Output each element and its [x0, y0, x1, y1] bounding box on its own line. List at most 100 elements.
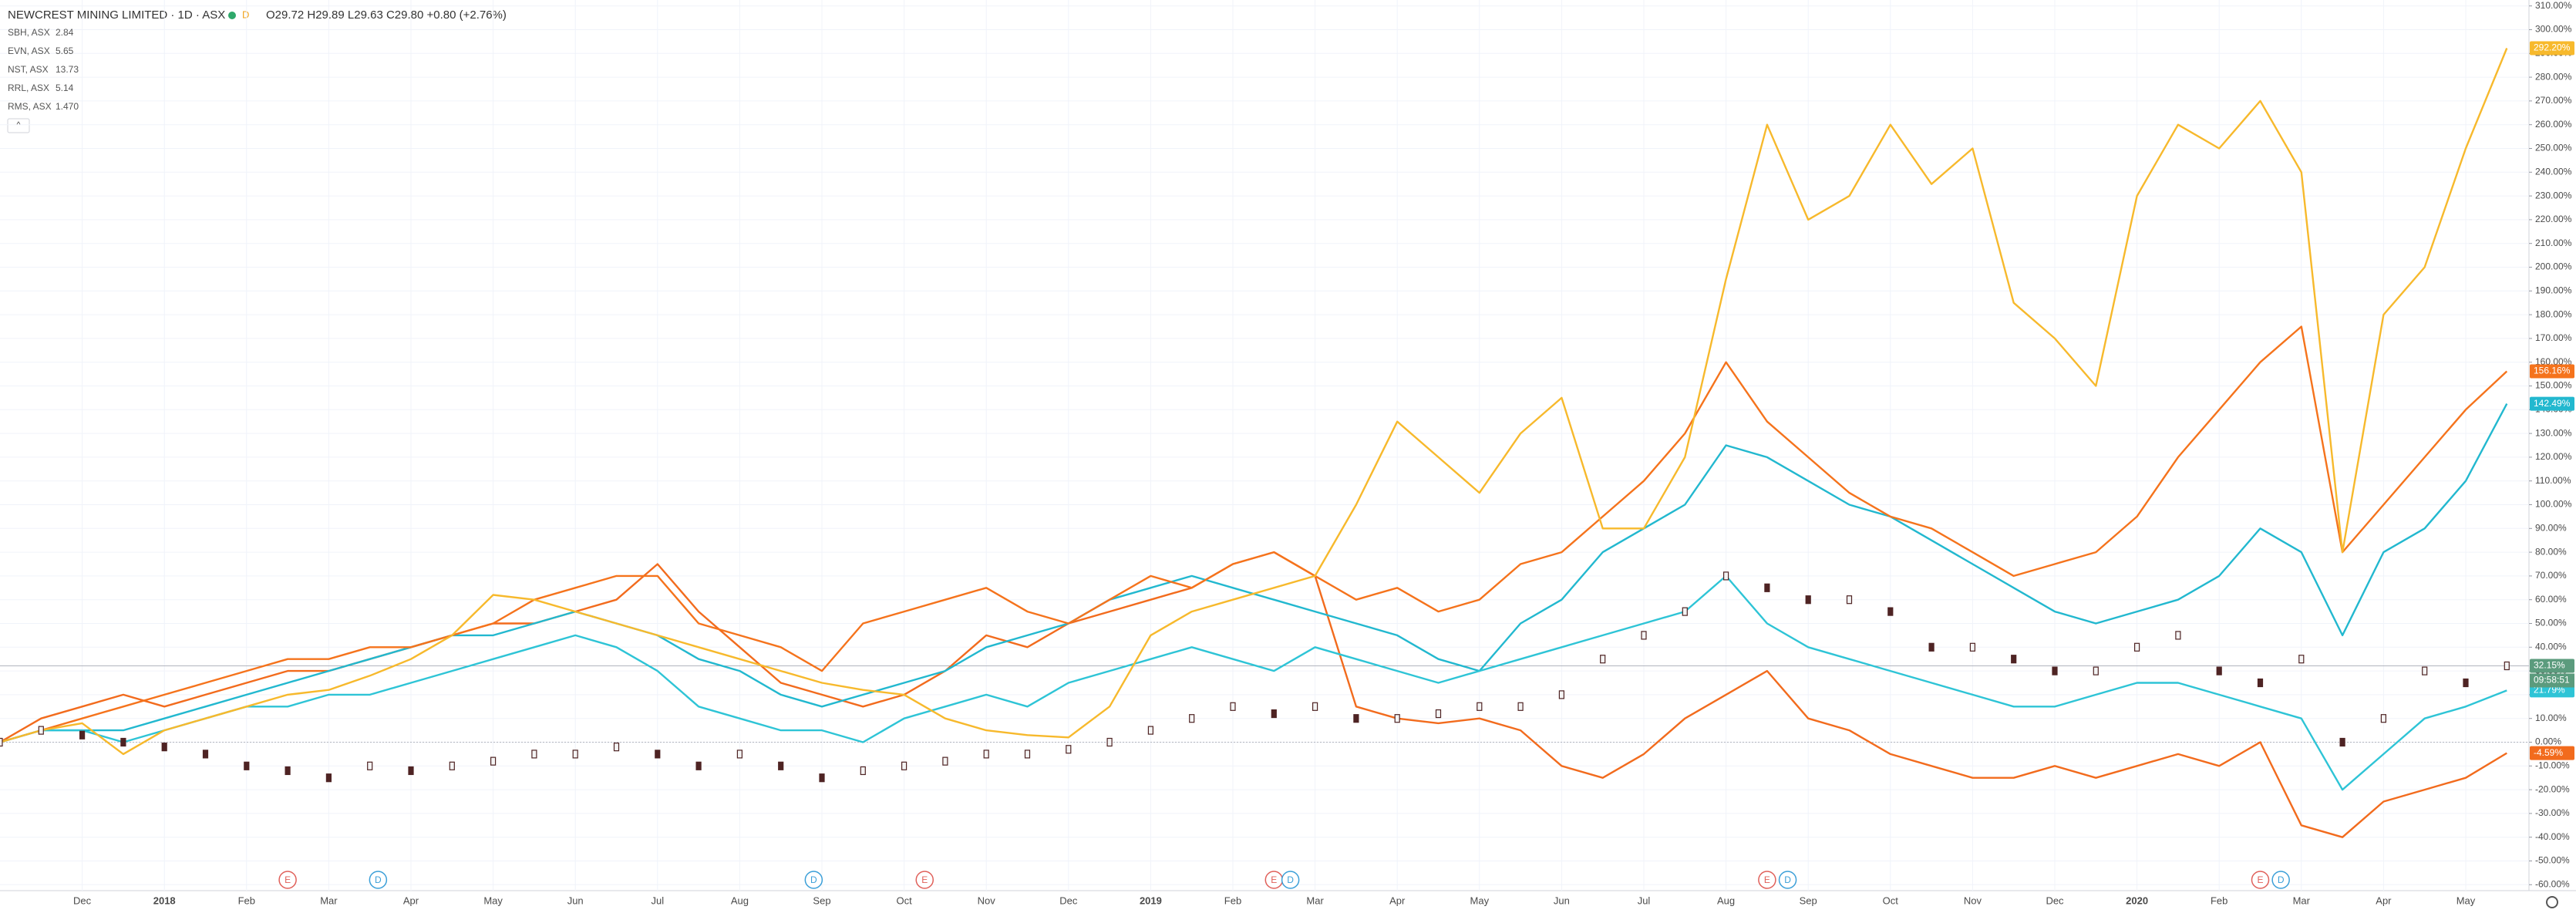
- legend-price: 13.73: [56, 64, 79, 75]
- candle: [449, 761, 455, 770]
- event-marker: [804, 871, 823, 889]
- event-label: D: [1784, 874, 1791, 885]
- candle: [1189, 714, 1195, 723]
- y-tick-label: 220.00%: [2535, 214, 2572, 224]
- candle: [325, 773, 332, 783]
- candle: [1969, 642, 1975, 652]
- candle: [2093, 666, 2099, 675]
- candle: [1230, 702, 1236, 711]
- y-tick-label: 50.00%: [2535, 618, 2567, 628]
- candle: [2463, 678, 2469, 688]
- candle: [0, 737, 3, 747]
- collapse-button[interactable]: [7, 118, 30, 133]
- x-tick-label: Mar: [2293, 894, 2311, 906]
- event-marker: [369, 871, 388, 889]
- x-tick-label: Nov: [1964, 894, 1982, 906]
- y-tick-label: 60.00%: [2535, 594, 2567, 605]
- x-tick-label: Oct: [896, 894, 912, 906]
- x-tick-label: 2018: [153, 894, 176, 906]
- x-tick-label: Aug: [1717, 894, 1735, 906]
- last-value-tag: [2530, 659, 2574, 673]
- countdown: 09:58:51: [2534, 675, 2570, 686]
- x-tick-label: Mar: [320, 894, 338, 906]
- candle: [1846, 595, 1853, 605]
- candle: [1312, 702, 1318, 711]
- x-tick-label: Dec: [2046, 894, 2064, 906]
- x-tick-label: Jul: [1638, 894, 1651, 906]
- y-tick-label: 80.00%: [2535, 546, 2567, 557]
- legend-price: 5.14: [56, 83, 74, 93]
- candle: [778, 761, 784, 770]
- candle: [1066, 745, 1072, 754]
- candle: [1435, 709, 1442, 719]
- candle: [1477, 702, 1483, 711]
- candle: [1147, 726, 1154, 735]
- x-tick-label: Oct: [1883, 894, 1899, 906]
- candle: [2052, 666, 2058, 675]
- x-tick-label: 2020: [2126, 894, 2148, 906]
- settings-icon[interactable]: [2546, 896, 2558, 908]
- candle: [2257, 678, 2264, 688]
- candle: [2175, 631, 2181, 640]
- candle: [1353, 714, 1359, 723]
- event-label: D: [810, 874, 817, 885]
- y-tick-label: 200.00%: [2535, 261, 2572, 272]
- legend-name: RRL, ASX: [8, 83, 49, 93]
- x-tick-label: May: [483, 894, 503, 906]
- y-tick-label: 310.00%: [2535, 0, 2572, 11]
- candle: [1682, 607, 1688, 616]
- y-tick-label: 230.00%: [2535, 190, 2572, 200]
- candle: [2216, 666, 2222, 675]
- event-marker: [2251, 871, 2270, 889]
- candle: [1928, 642, 1935, 652]
- candle: [736, 750, 743, 759]
- y-tick-label: 210.00%: [2535, 238, 2572, 248]
- candle: [2504, 661, 2510, 671]
- candle: [1764, 583, 1770, 592]
- candle: [244, 761, 250, 770]
- y-tick-label: -40.00%: [2535, 831, 2570, 842]
- legend-name: NST, ASX: [8, 64, 49, 75]
- x-tick-label: Jul: [651, 894, 664, 906]
- candle: [202, 750, 209, 759]
- y-tick-label: 270.00%: [2535, 95, 2572, 106]
- last-value-label: 32.15%: [2534, 660, 2565, 671]
- last-value-label: 142.49%: [2534, 398, 2571, 409]
- event-label: E: [1271, 874, 1277, 885]
- legend-name: RMS, ASX: [8, 101, 52, 112]
- last-value-tag: [2530, 364, 2574, 379]
- candle: [1024, 750, 1031, 759]
- last-value-tag: [2530, 41, 2574, 56]
- x-tick-label: Feb: [238, 894, 255, 906]
- candle: [1517, 702, 1524, 711]
- last-value-tag: [2530, 746, 2574, 760]
- y-tick-label: 240.00%: [2535, 166, 2572, 177]
- y-tick-label: 160.00%: [2535, 356, 2572, 367]
- candle: [531, 750, 537, 759]
- y-tick-label: 170.00%: [2535, 332, 2572, 343]
- y-tick-label: 280.00%: [2535, 71, 2572, 82]
- x-tick-label: Apr: [1389, 894, 1406, 906]
- event-label: D: [1287, 874, 1294, 885]
- candle: [1641, 631, 1647, 640]
- candle: [942, 756, 948, 766]
- x-tick-label: Dec: [73, 894, 92, 906]
- candle: [79, 730, 86, 739]
- y-tick-label: 100.00%: [2535, 499, 2572, 510]
- candle: [983, 750, 989, 759]
- x-tick-label: Feb: [2211, 894, 2227, 906]
- last-value-tag: [2530, 396, 2574, 411]
- event-label: D: [375, 874, 382, 885]
- candle: [120, 737, 126, 747]
- y-tick-label: 130.00%: [2535, 427, 2572, 438]
- y-tick-label: 40.00%: [2535, 641, 2567, 652]
- candle: [38, 726, 44, 735]
- candle: [695, 761, 702, 770]
- y-tick-label: 150.00%: [2535, 380, 2572, 391]
- candle: [1805, 595, 1811, 605]
- legend-price: 2.84: [56, 27, 74, 38]
- event-marker: [915, 871, 934, 889]
- y-tick-label: 10.00%: [2535, 713, 2567, 723]
